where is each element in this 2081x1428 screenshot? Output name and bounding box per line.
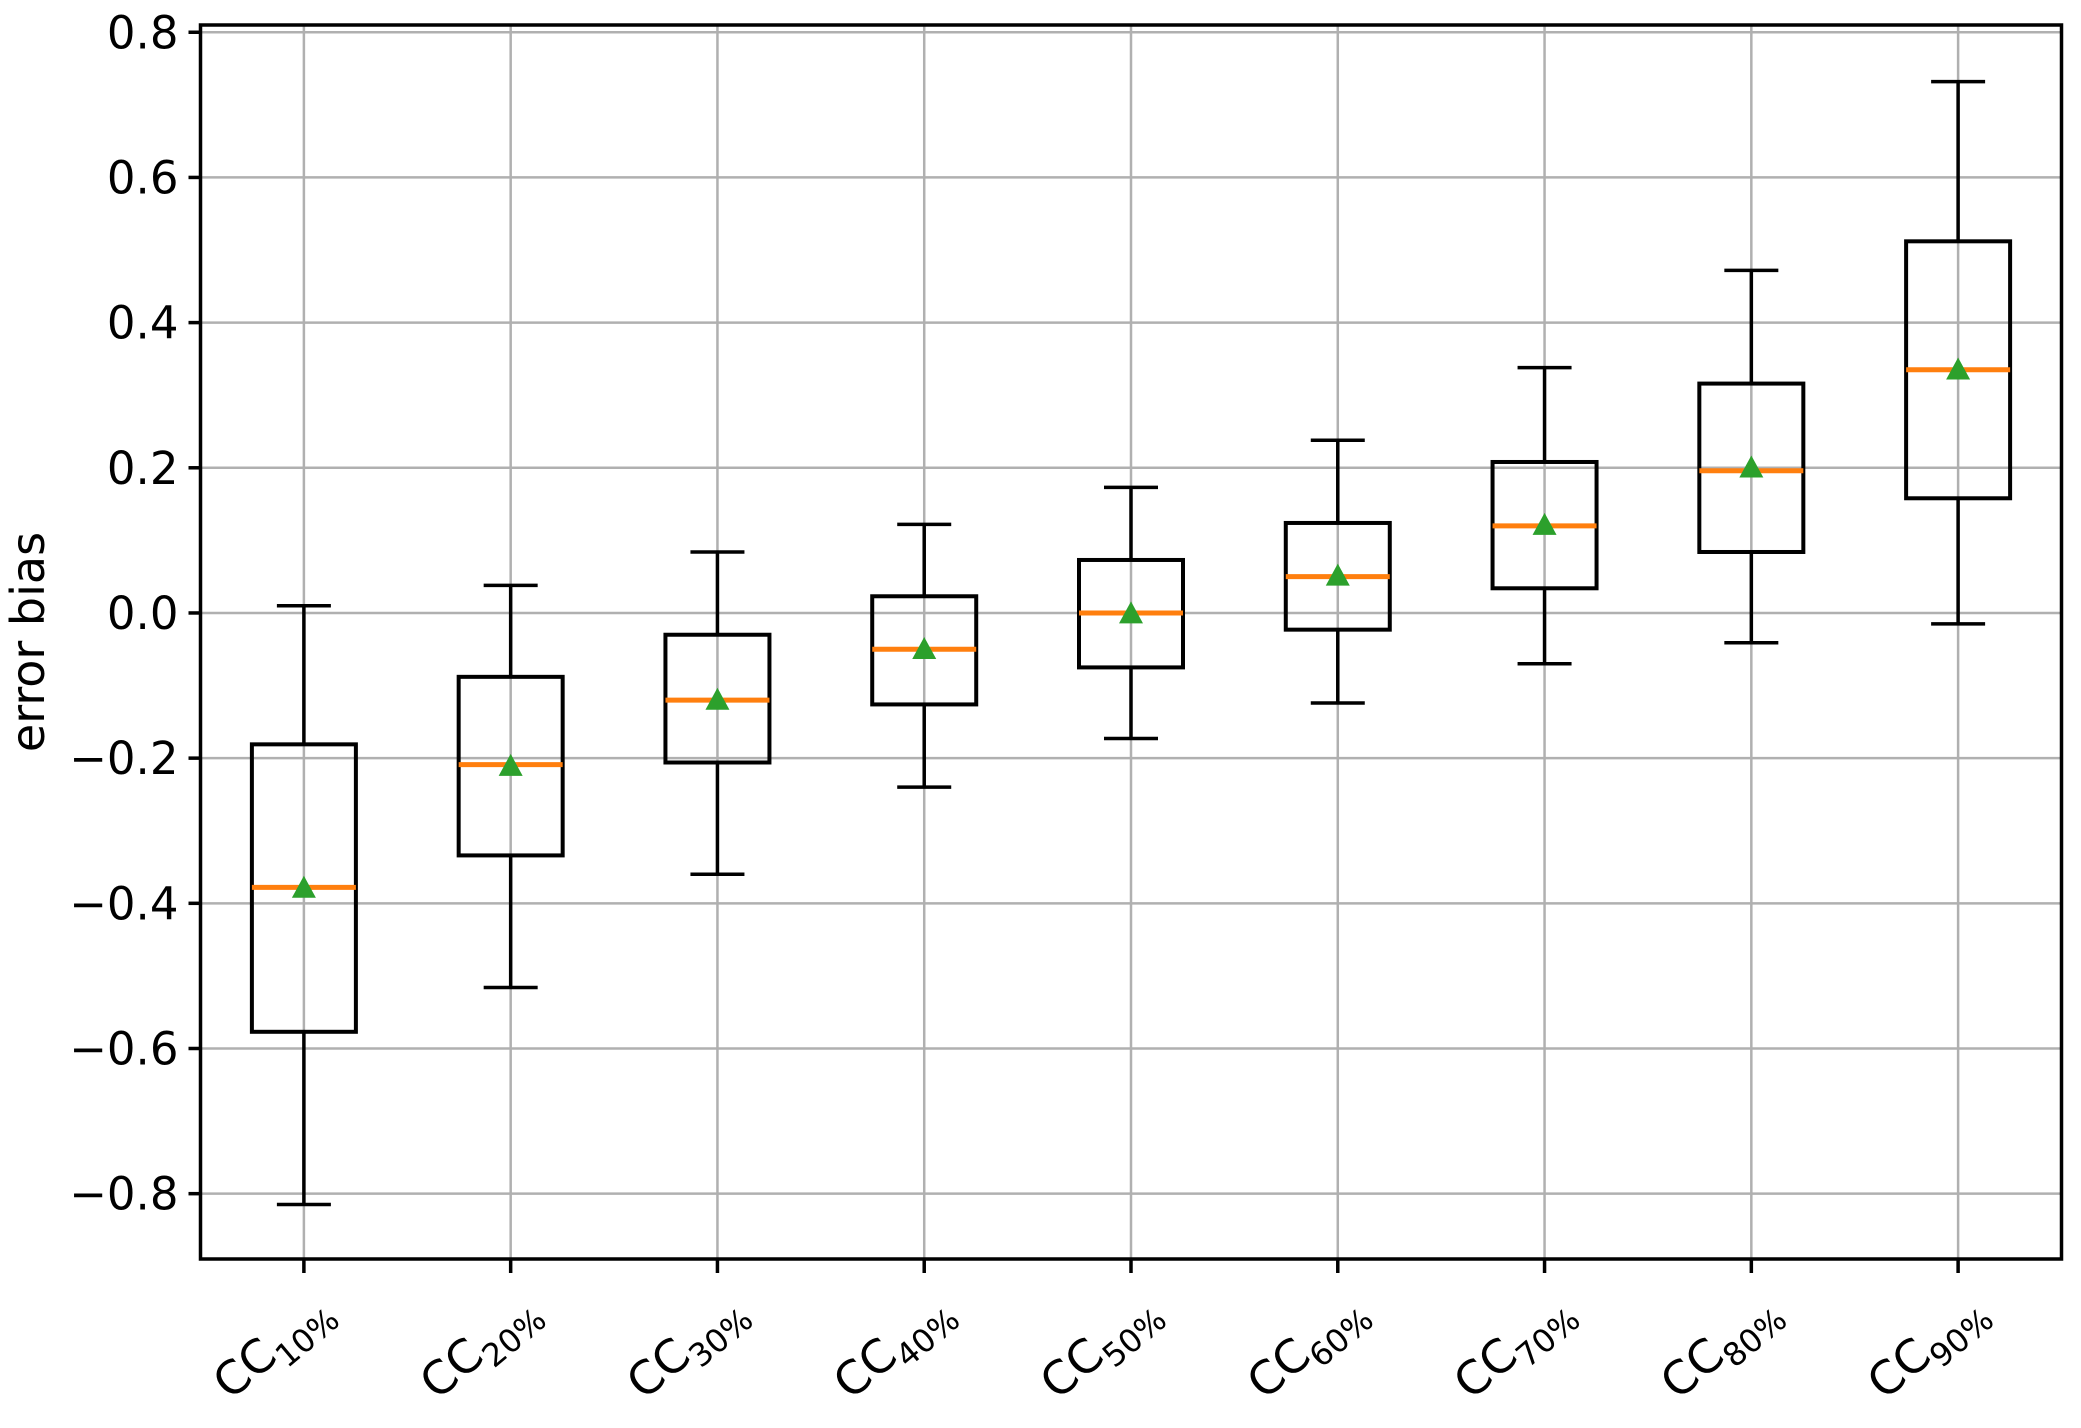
box-group-cc50 xyxy=(1077,485,1185,741)
x-tick-label-cc80: CC80% xyxy=(1650,1281,1794,1416)
grid-lines xyxy=(200,25,2062,1259)
y-tick-label: −0.8 xyxy=(69,1168,178,1221)
box-group-cc90 xyxy=(1904,79,2013,626)
y-tick-label: −0.4 xyxy=(69,877,178,930)
x-tick-label-cc60: CC60% xyxy=(1236,1281,1380,1416)
box-group-cc60 xyxy=(1283,438,1392,705)
box-group-cc10 xyxy=(249,603,358,1207)
box-series xyxy=(249,79,2013,1207)
mean-marker xyxy=(912,636,937,659)
mean-marker xyxy=(498,753,523,776)
x-tick-label-cc30: CC30% xyxy=(616,1281,760,1416)
y-tick-label: 0.4 xyxy=(107,297,179,350)
box-group-cc40 xyxy=(870,522,979,789)
x-tick-label-cc90: CC90% xyxy=(1857,1281,2001,1416)
y-axis-label: error bias xyxy=(1,532,55,752)
mean-marker xyxy=(1325,563,1350,586)
x-tick-label-cc50: CC50% xyxy=(1030,1281,1174,1416)
mean-marker xyxy=(1119,601,1143,624)
mean-marker xyxy=(1739,455,1764,478)
x-tick-label-cc10: CC10% xyxy=(203,1281,347,1416)
y-tick-label: −0.2 xyxy=(69,732,178,785)
axis-ticks: 0.8 0.6 0.4 0.2 0.0 −0.2 −0.4 −0.6 −0.8 CC10% CC20… xyxy=(69,6,2001,1416)
iqr-box xyxy=(1697,381,1806,554)
y-tick-label: −0.6 xyxy=(69,1022,178,1075)
mean-marker xyxy=(291,875,316,898)
y-tick-label: 0.6 xyxy=(107,151,179,204)
box-group-cc80 xyxy=(1697,268,1806,645)
mean-marker xyxy=(1946,357,1971,380)
x-tick-label-cc70: CC70% xyxy=(1443,1281,1587,1416)
box-group-cc30 xyxy=(663,550,772,877)
y-tick-label: 0.0 xyxy=(107,587,179,640)
mean-marker xyxy=(1532,512,1557,535)
x-tick-label-cc20: CC20% xyxy=(409,1281,553,1416)
axis-labels: error bias xyxy=(1,532,55,752)
box-group-cc20 xyxy=(456,583,565,990)
x-tick-label-cc40: CC40% xyxy=(823,1281,967,1416)
mean-marker xyxy=(705,687,730,710)
y-tick-label: 0.2 xyxy=(107,442,179,495)
y-tick-label: 0.8 xyxy=(107,6,179,59)
box-group-cc70 xyxy=(1490,365,1599,666)
